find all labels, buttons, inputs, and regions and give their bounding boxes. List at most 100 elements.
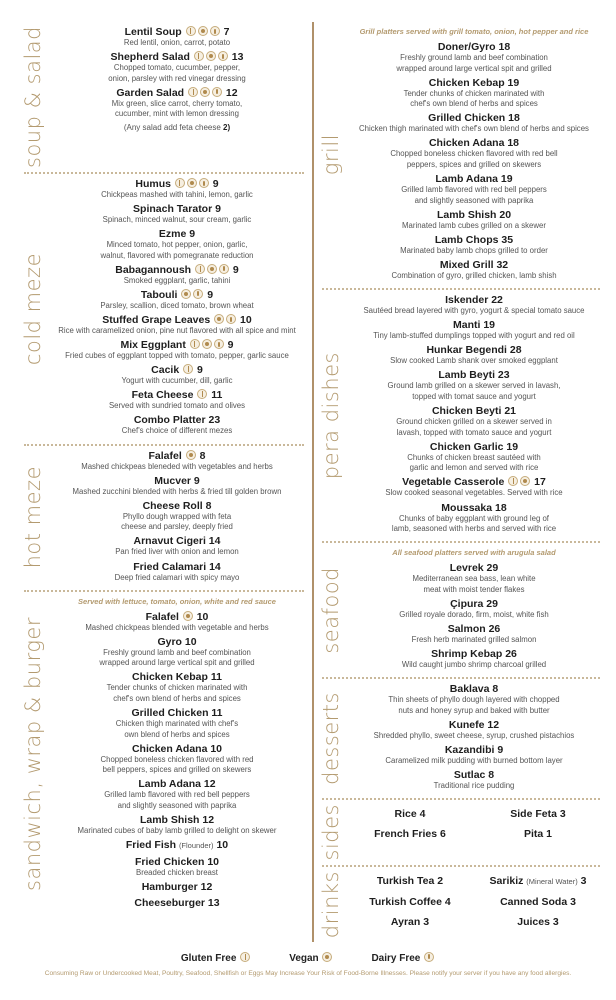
leaf-vegan-icon [197, 26, 208, 36]
item-description: own blend of herbs and spices [124, 729, 230, 739]
section-seafood: seafood All seafood platters served with … [318, 543, 604, 677]
item-name-line: Turkish Tea 2 [346, 875, 474, 887]
menu-item: Lamb Adana 12 Grilled lamb flavored with … [48, 778, 306, 811]
item-price: 23 [497, 369, 510, 382]
item-name-line: Stuffed Grape Leaves 10 [48, 314, 306, 326]
section-label: grill [319, 134, 343, 176]
item-price: 14 [208, 535, 221, 548]
item-name: Chicken Beyti [431, 405, 502, 418]
item-description: wrapped around large vertical spit and g… [396, 63, 552, 73]
item-price: 10 [184, 635, 197, 648]
item-name: Kazandibi [444, 744, 495, 756]
item-name-line: Doner/Gyro 18 [346, 41, 602, 53]
item-subtitle: (Mineral Water) [526, 876, 578, 886]
item-name: Lamb Shish [436, 208, 497, 221]
item-name: Çipura [450, 597, 484, 610]
menu-item: Grilled Chicken 11 Chicken thigh marinate… [48, 707, 306, 740]
item-description: Caramelized milk pudding with burned bot… [385, 756, 563, 765]
menu-item: Manti 19 Tiny lamb-stuffed dumplings topp… [346, 319, 602, 342]
item-price: 18 [508, 112, 520, 125]
item-price: 19 [500, 173, 513, 186]
item-description: walnut, flavored with pomegranate reduct… [100, 250, 254, 260]
item-name-line: Juices 3 [474, 916, 602, 928]
item-name-line: Fried Fish (Flounder) 10 [48, 839, 306, 852]
item-description: Chicken thigh marinated with chef's own … [359, 124, 589, 134]
legend-label: Vegan [289, 952, 319, 964]
item-name-line: Tabouli 9 [48, 288, 306, 301]
menu-item: Levrek 29 Mediterranean sea bass, lean wh… [346, 562, 602, 595]
item-name: Combo Platter [133, 414, 206, 427]
item-name-line: Lamb Shish 20 [346, 209, 602, 221]
section-items: Turkish Tea 2 Sarikiz (Mineral Water) 3 Tu… [344, 871, 604, 938]
item-description: Chopped boneless chicken flavored with r… [100, 754, 254, 764]
menu-item: Vegetable Casserole 17 Slow cooked season… [346, 476, 602, 499]
item-name: Doner/Gyro [437, 41, 496, 53]
item-description: Tender chunks of chicken marinated with [403, 88, 545, 98]
item-description: and slightly seasoned with paprika [414, 195, 534, 205]
item-description: Mediterranean sea bass, lean white [412, 574, 536, 584]
item-description: Combination of gyro, grilled chicken, la… [391, 271, 557, 281]
leaf-vegan-icon [185, 449, 196, 460]
item-price: 12 [200, 881, 213, 894]
section-items: Rice 4 Side Feta 3 French Fries 6 Pita 1 [344, 804, 604, 860]
item-price: 26 [505, 648, 517, 661]
addon-text: (Any salad add feta cheese [123, 122, 221, 132]
item-description: Mashed chickpeas blended with vegetable … [85, 622, 269, 632]
menu-item: Chicken Adana 18 Chopped boneless chicken… [346, 137, 602, 170]
item-description: Chopped tomato, cucumber, pepper, [113, 63, 241, 73]
item-price: 1 [546, 828, 553, 841]
item-description: lamb, seasoned with herbs and served wit… [391, 524, 557, 534]
item-name: Arnavut Cigeri [133, 535, 206, 548]
item-name-line: Sarikiz (Mineral Water) 3 [474, 875, 602, 888]
section-label: pera dishes [319, 352, 343, 480]
legend-dairy-free: Dairy Free [371, 951, 435, 966]
item-price: 3 [570, 895, 576, 908]
bottle-dairy-free-icon [213, 339, 224, 350]
item-name: Chicken Kebap [132, 671, 208, 684]
item-description: Chickpeas mashed with tahini, lemon, gar… [101, 190, 253, 199]
item-description: peppers, spices and grilled on skewers [406, 160, 542, 170]
item-name: Chicken Adana [131, 742, 208, 755]
menu-item: Side Feta 3 [474, 808, 602, 820]
item-price: 3 [559, 808, 566, 821]
section-label: seafood [319, 566, 343, 654]
item-description: Mix green, slice carrot, cherry tomato, [111, 98, 243, 108]
item-price: 11 [211, 389, 223, 402]
item-name: Levrek [449, 562, 484, 575]
item-name-line: Fried Chicken 10 [48, 856, 306, 868]
bottle-dairy-free-icon [212, 86, 222, 97]
item-description: Mashed zucchini blended with herbs & fri… [72, 486, 282, 496]
menu-item: Lamb Shish 12 Marinated cubes of baby lam… [48, 814, 306, 837]
section-items: Lentil Soup 7 Red lentil, onion, carrot, … [46, 26, 308, 168]
item-description: Grilled lamb flavored with red bell pepp… [104, 790, 250, 800]
item-price: 14 [209, 560, 221, 573]
leaf-vegan-icon [322, 951, 333, 962]
section-items: Falafel 8 Mashed chickpeas bleneded with … [46, 449, 308, 586]
item-description: Smoked eggplant, garlic, tahini [123, 275, 231, 285]
menu-item: Canned Soda 3 [474, 896, 602, 908]
item-name: Chicken Adana [428, 137, 505, 150]
item-price: 19 [483, 319, 496, 332]
section-separator [322, 541, 600, 544]
menu-item: Lamb Adana 19 Grilled lamb flavored with … [346, 173, 602, 206]
menu-item: Mix Eggplant 9 Fried cubes of eggplant to… [48, 339, 306, 362]
menu-item: Tabouli 9 Parsley, scallion, diced tomato… [48, 288, 306, 312]
item-name: Turkish Tea [376, 874, 435, 887]
item-description: chef's own blend of herbs and spices [410, 99, 538, 109]
item-name-line: Cacik 9 [48, 364, 306, 376]
item-name-line: Hamburger 12 [48, 881, 306, 893]
item-name: Baklava [449, 683, 490, 696]
menu: soup & salad Lentil Soup 7 Red lentil, oni… [0, 22, 616, 942]
item-name-line: Chicken Kebap 19 [346, 77, 602, 89]
item-name-line: Sutlac 8 [346, 769, 602, 781]
item-price: 29 [486, 562, 499, 575]
item-price: 9 [207, 288, 214, 301]
item-description: Chef's choice of different mezes [121, 426, 233, 436]
menu-item: Arnavut Cigeri 14 Pan fried liver with on… [48, 535, 306, 558]
bottle-dairy-free-icon [209, 26, 220, 36]
item-name-line: Mixed Grill 32 [346, 259, 602, 271]
item-description: topped with tomat sauce and yogurt [412, 392, 536, 401]
menu-item: Kazandibi 9 Caramelized milk pudding with… [346, 744, 602, 767]
item-price: 22 [491, 294, 503, 307]
item-name: Sutlac [453, 769, 486, 782]
